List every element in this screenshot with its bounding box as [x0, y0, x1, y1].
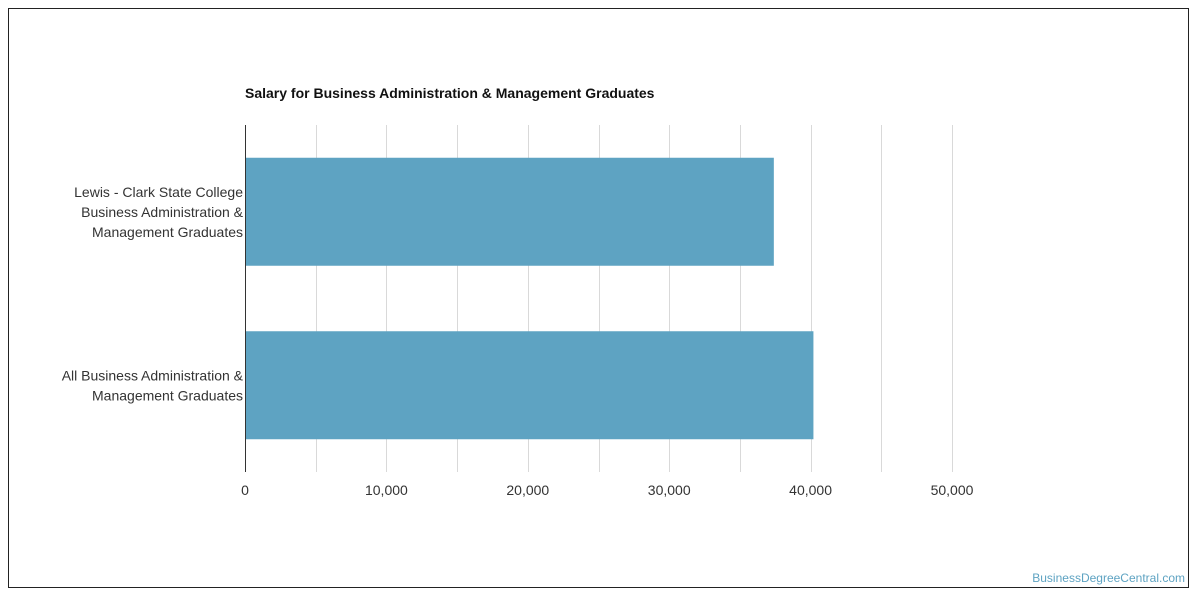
chart-title: Salary for Business Administration & Man… [245, 85, 655, 101]
x-tick-label: 30,000 [648, 482, 691, 498]
watermark-text: BusinessDegreeCentral.com [1032, 571, 1185, 585]
category-label: Business Administration & [81, 204, 244, 220]
bar-0 [245, 157, 774, 266]
category-label: All Business Administration & [62, 367, 244, 383]
x-tick-label: 0 [241, 482, 249, 498]
chart-frame [8, 8, 1189, 588]
x-tick-label: 50,000 [931, 482, 974, 498]
bar-1 [245, 331, 814, 440]
category-label: Management Graduates [92, 224, 243, 240]
x-tick-label: 40,000 [789, 482, 832, 498]
x-tick-label: 20,000 [506, 482, 549, 498]
x-tick-label: 10,000 [365, 482, 408, 498]
category-label: Lewis - Clark State College [74, 184, 243, 200]
category-label: Management Graduates [92, 387, 243, 403]
